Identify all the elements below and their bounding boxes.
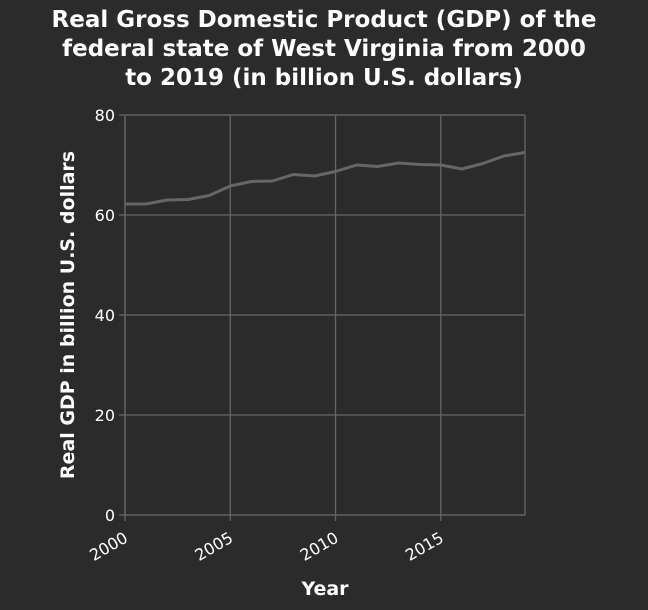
x-axis-title: Year <box>300 578 349 600</box>
x-tick-label: 2015 <box>402 528 447 565</box>
series-layer <box>125 151 526 206</box>
y-axis-title: Real GDP in billion U.S. dollars <box>57 151 79 479</box>
grid-lines <box>119 114 526 521</box>
chart-title: Real Gross Domestic Product (GDP) of the… <box>0 6 648 93</box>
tick-labels: 0 20 40 60 80 2000 2005 2010 2015 <box>86 106 447 565</box>
y-tick-label: 20 <box>95 406 115 425</box>
gdp-series-line <box>125 151 526 206</box>
chart-title-line-2: federal state of West Virginia from 2000 <box>62 36 586 62</box>
x-tick-label: 2010 <box>297 528 342 565</box>
chart-title-line-3: to 2019 (in billion U.S. dollars) <box>125 65 523 91</box>
y-tick-label: 40 <box>95 306 115 325</box>
y-tick-label: 0 <box>105 506 115 525</box>
x-tick-label: 2005 <box>191 528 236 565</box>
y-tick-label: 80 <box>95 106 115 125</box>
y-tick-label: 60 <box>95 206 115 225</box>
chart-title-line-1: Real Gross Domestic Product (GDP) of the <box>51 7 597 33</box>
x-tick-label: 2000 <box>86 528 131 565</box>
